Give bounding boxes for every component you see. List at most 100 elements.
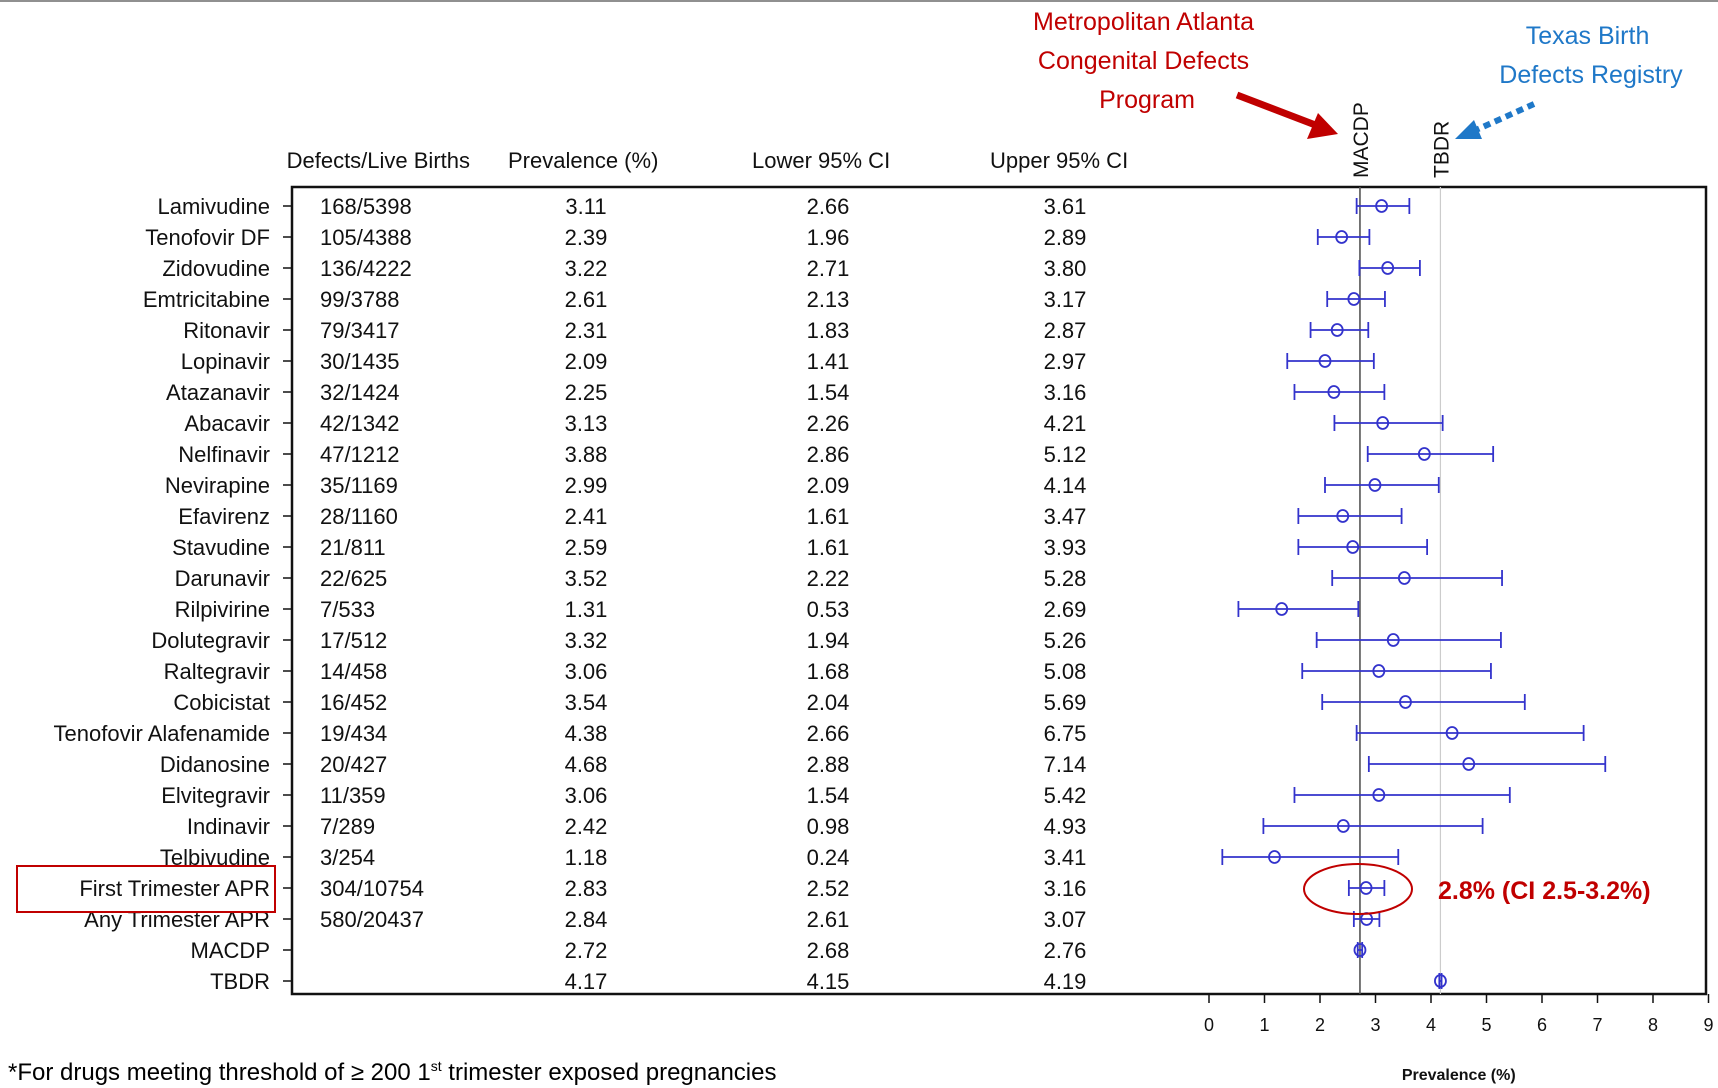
point-estimate-marker [1318, 354, 1332, 368]
cell-lower-ci: 2.66 [807, 721, 850, 746]
cell-prevalence: 2.09 [565, 349, 608, 374]
row-label: Ritonavir [183, 318, 270, 343]
cell-defects: 11/359 [320, 783, 386, 808]
forest-row: MACDP 2.72 2.68 2.76 [191, 938, 1367, 963]
forest-row: Dolutegravir 17/512 3.32 1.94 5.26 [151, 628, 1502, 653]
cell-upper-ci: 5.12 [1044, 442, 1087, 467]
forest-row: Raltegravir 14/458 3.06 1.68 5.08 [164, 659, 1492, 684]
cell-prevalence: 2.83 [565, 876, 608, 901]
cell-defects: 105/4388 [320, 225, 412, 250]
cell-lower-ci: 4.15 [807, 969, 850, 994]
cell-prevalence: 3.11 [565, 194, 606, 219]
cell-upper-ci: 2.97 [1044, 349, 1087, 374]
cell-defects: 79/3417 [320, 318, 400, 343]
row-label: Tenofovir DF [145, 225, 270, 250]
cell-prevalence: 1.31 [565, 597, 608, 622]
cell-upper-ci: 5.26 [1044, 628, 1087, 653]
cell-lower-ci: 0.24 [807, 845, 850, 870]
cell-upper-ci: 5.69 [1044, 690, 1087, 715]
forest-row: Atazanavir 32/1424 2.25 1.54 3.16 [166, 380, 1386, 405]
point-estimate-marker [1462, 757, 1476, 771]
x-tick-label: 5 [1481, 1015, 1491, 1035]
cell-lower-ci: 2.66 [807, 194, 850, 219]
cell-prevalence: 3.06 [565, 659, 608, 684]
row-label: MACDP [191, 938, 270, 963]
cell-defects: 35/1169 [320, 473, 398, 498]
row-label: Atazanavir [166, 380, 270, 405]
row-label: Any Trimester APR [84, 907, 270, 932]
cell-upper-ci: 4.19 [1044, 969, 1087, 994]
point-estimate-marker [1434, 974, 1447, 988]
x-tick-label: 4 [1426, 1015, 1436, 1035]
cell-prevalence: 3.32 [565, 628, 608, 653]
cell-upper-ci: 4.93 [1044, 814, 1087, 839]
row-label: First Trimester APR [79, 876, 270, 901]
row-label: Abacavir [184, 411, 270, 436]
ci-callout-text: 2.8% (CI 2.5-3.2%) [1438, 877, 1651, 905]
point-estimate-marker [1381, 261, 1395, 275]
cell-lower-ci: 2.61 [807, 907, 850, 932]
cell-defects: 7/533 [320, 597, 375, 622]
cell-upper-ci: 3.61 [1044, 194, 1087, 219]
cell-lower-ci: 1.94 [807, 628, 850, 653]
forest-row: Tenofovir DF 105/4388 2.39 1.96 2.89 [145, 225, 1371, 250]
row-label: Zidovudine [162, 256, 270, 281]
header-upper-ci: Upper 95% CI [990, 148, 1128, 173]
cell-upper-ci: 2.69 [1044, 597, 1087, 622]
cell-lower-ci: 1.61 [807, 504, 850, 529]
row-label: Lopinavir [181, 349, 270, 374]
cell-upper-ci: 3.41 [1044, 845, 1087, 870]
cell-upper-ci: 3.16 [1044, 380, 1087, 405]
cell-defects: 136/4222 [320, 256, 412, 281]
cell-prevalence: 2.31 [565, 318, 608, 343]
cell-defects: 17/512 [320, 628, 387, 653]
cell-defects: 304/10754 [320, 876, 424, 901]
cell-upper-ci: 2.89 [1044, 225, 1087, 250]
forest-row: Indinavir 7/289 2.42 0.98 4.93 [187, 814, 1484, 839]
x-tick-label: 2 [1315, 1015, 1325, 1035]
point-estimate-marker [1327, 385, 1341, 399]
cell-lower-ci: 2.52 [807, 876, 850, 901]
cell-defects: 16/452 [320, 690, 387, 715]
point-estimate-marker [1359, 881, 1373, 895]
cell-lower-ci: 0.98 [807, 814, 850, 839]
cell-prevalence: 2.99 [565, 473, 608, 498]
point-estimate-marker [1335, 230, 1349, 244]
cell-prevalence: 3.88 [565, 442, 608, 467]
cell-lower-ci: 2.13 [807, 287, 850, 312]
row-label: Raltegravir [164, 659, 270, 684]
cell-lower-ci: 1.83 [807, 318, 850, 343]
x-tick-label: 3 [1370, 1015, 1380, 1035]
cell-prevalence: 3.06 [565, 783, 608, 808]
cell-lower-ci: 2.26 [807, 411, 850, 436]
forest-row: Lamivudine 168/5398 3.11 2.66 3.61 [157, 194, 1411, 219]
cell-lower-ci: 2.88 [807, 752, 850, 777]
point-estimate-marker [1445, 726, 1459, 740]
macdp-callout-line-1: Metropolitan Atlanta [1033, 8, 1254, 36]
cell-lower-ci: 1.41 [807, 349, 850, 374]
forest-row: Rilpivirine 7/533 1.31 0.53 2.69 [175, 597, 1360, 622]
forest-row: Emtricitabine 99/3788 2.61 2.13 3.17 [143, 287, 1386, 312]
tbdr-callout: Texas Birth Defects Registry [1499, 22, 1683, 89]
point-estimate-marker [1353, 943, 1367, 957]
ref-label-macdp: MACDP [1350, 102, 1373, 178]
cell-upper-ci: 4.21 [1044, 411, 1087, 436]
macdp-arrow-head [1307, 113, 1338, 139]
cell-lower-ci: 2.86 [807, 442, 850, 467]
point-estimate-marker [1386, 633, 1400, 647]
x-tick-label: 7 [1592, 1015, 1602, 1035]
cell-upper-ci: 3.07 [1044, 907, 1087, 932]
cell-defects: 30/1435 [320, 349, 400, 374]
forest-row: Nevirapine 35/1169 2.99 2.09 4.14 [165, 473, 1440, 498]
row-label: Tenofovir Alafenamide [54, 721, 270, 746]
forest-row: Darunavir 22/625 3.52 2.22 5.28 [175, 566, 1503, 591]
cell-prevalence: 2.84 [565, 907, 608, 932]
cell-upper-ci: 5.08 [1044, 659, 1087, 684]
point-estimate-marker [1368, 478, 1382, 492]
cell-prevalence: 3.13 [565, 411, 608, 436]
tbdr-callout-line-1: Texas Birth [1526, 22, 1650, 50]
cell-defects: 32/1424 [320, 380, 400, 405]
ref-label-tbdr: TBDR [1430, 121, 1453, 178]
cell-prevalence: 4.68 [565, 752, 608, 777]
cell-upper-ci: 6.75 [1044, 721, 1087, 746]
